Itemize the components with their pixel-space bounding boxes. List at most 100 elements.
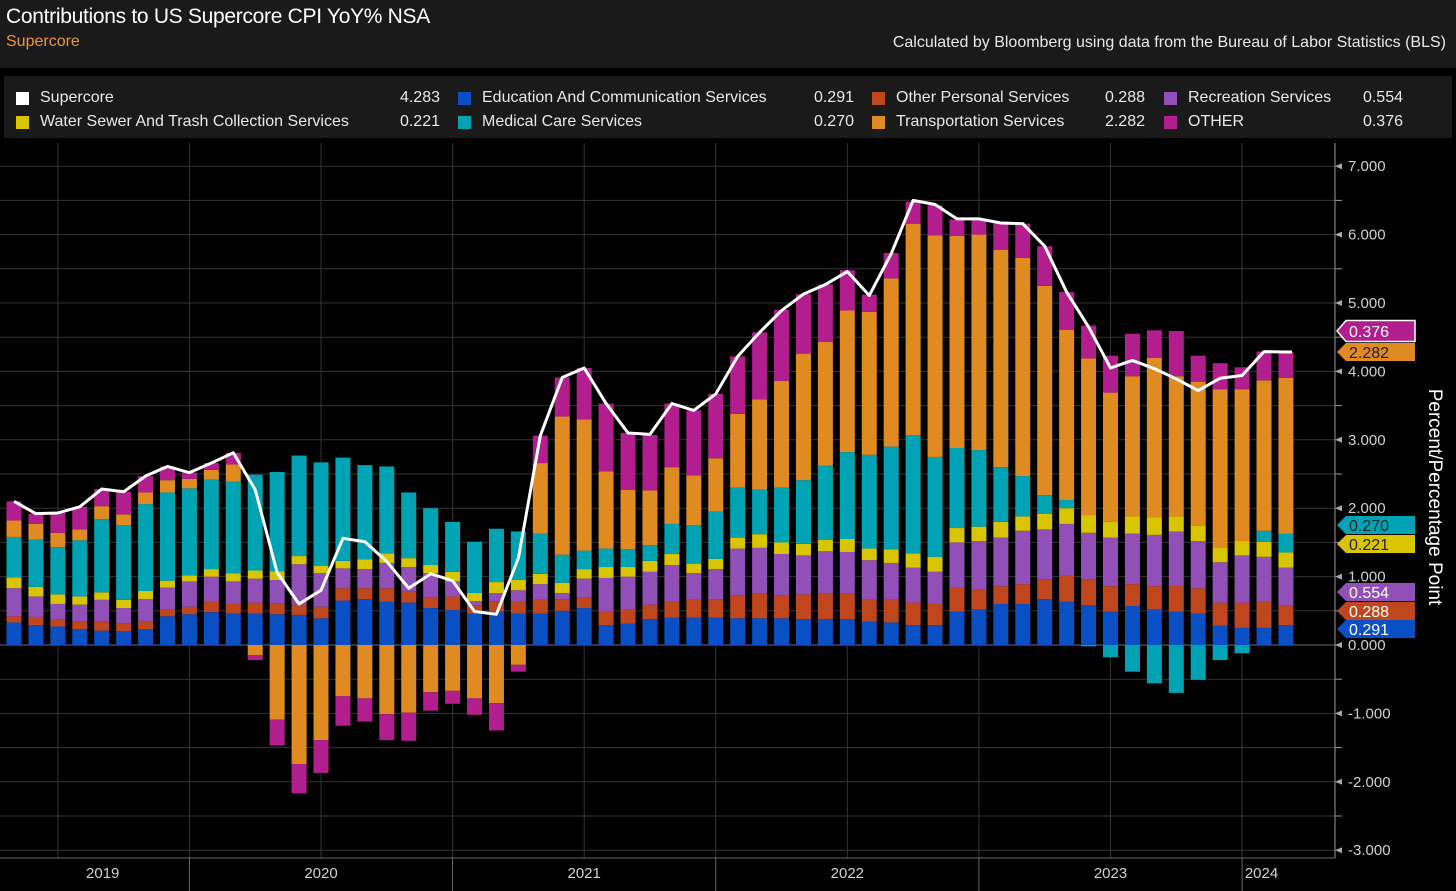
bar-segment-other [817,284,833,342]
y-tick-marker [1335,642,1342,648]
bar-segment-other [1059,292,1075,330]
bar-segment-education-and-communication-services [28,625,44,645]
bar-segment-other [116,491,132,515]
bar-segment-education-and-communication-services [72,629,88,645]
bar-segment-transportation-services [1103,392,1118,522]
bar-segment-water-sewer-and-trash-collection-services [1212,547,1228,563]
legend-label[interactable]: Medical Care Services [482,113,643,130]
bar-segment-other-personal-services [94,621,110,631]
tag-value: 0.554 [1349,585,1389,602]
bar-segment-other [1081,325,1097,359]
bar-segment-transportation-services [774,380,790,488]
bar-segment-water-sewer-and-trash-collection-services [708,558,724,570]
bar-segment-medical-care-services [1146,645,1162,684]
legend-value: 0.376 [1362,113,1403,130]
bar-segment-medical-care-services [313,462,329,566]
bar-segment-other-personal-services [445,596,461,611]
bar-segment-transportation-services [379,645,395,715]
bar-segment-transportation-services [291,645,307,765]
bar-segment-medical-care-services [993,467,1009,522]
bar-segment-recreation-services [1103,537,1118,587]
bar-segment-education-and-communication-services [1037,599,1053,645]
bar-segment-other [1168,331,1184,377]
legend-swatch [16,92,29,105]
bar-segment-water-sewer-and-trash-collection-services [313,565,329,574]
bar-segment-education-and-communication-services [488,611,504,645]
bar-segment-medical-care-services [116,525,132,600]
y-tick-marker [1335,368,1342,375]
bar-segment-medical-care-services [160,492,176,581]
bar-segment-other [247,655,263,661]
bar-segment-recreation-services [576,578,592,598]
bar-segment-recreation-services [532,584,548,600]
bar-segment-water-sewer-and-trash-collection-services [335,560,351,569]
bar-segment-other-personal-services [225,603,241,614]
bar-segment-medical-care-services [927,456,943,557]
legend-label[interactable]: Transportation Services [896,113,1065,130]
y-tick-label: 1.000 [1348,569,1386,586]
bar-segment-education-and-communication-services [423,608,439,645]
bar-segment-recreation-services [116,608,132,624]
legend-label[interactable]: Other Personal Services [896,89,1070,106]
bar-segment-recreation-services [883,562,899,600]
bar-segment-other-personal-services [116,623,132,632]
bar-segment-recreation-services [225,581,241,604]
bar-segment-other-personal-services [971,589,987,610]
bar-segment-transportation-services [927,235,943,457]
bar-segment-recreation-services [839,551,855,594]
legend-label[interactable]: Supercore [40,89,114,106]
legend-swatch [16,116,29,129]
bar-segment-water-sewer-and-trash-collection-services [817,539,833,552]
bar-segment-transportation-services [181,478,197,489]
bar-segment-education-and-communication-services [686,617,702,645]
bar-segment-water-sewer-and-trash-collection-services [1081,515,1097,533]
legend-value: 0.291 [813,89,854,106]
y-tick-label: -3.000 [1348,842,1391,859]
bar-segment-other [730,356,746,414]
bar-segment-medical-care-services [620,549,636,568]
bar-segment-water-sewer-and-trash-collection-services [620,567,636,577]
bar-segment-education-and-communication-services [379,601,395,645]
y-tick-label: -1.000 [1348,705,1391,722]
bar-segment-medical-care-services [708,511,724,559]
bar-segment-other [1190,355,1206,382]
bar-segment-water-sewer-and-trash-collection-services [445,571,461,582]
bar-segment-other [160,466,176,481]
bar-segment-other-personal-services [1168,585,1184,612]
bar-segment-recreation-services [72,604,88,622]
last-value-tag: 2.282 [1337,343,1415,362]
bar-segment-education-and-communication-services [664,617,680,645]
bar-segment-recreation-services [28,596,44,617]
bar-segment-other-personal-services [28,616,44,626]
legend-label[interactable]: Water Sewer And Trash Collection Service… [40,113,349,130]
bar-segment-recreation-services [335,568,351,589]
legend-label[interactable]: Education And Communication Services [482,89,767,106]
bar-segment-other [488,703,504,731]
bar-segment-transportation-services [247,645,263,656]
bar-segment-other-personal-services [269,603,285,615]
x-year-label: 2021 [567,865,600,882]
bar-segment-water-sewer-and-trash-collection-services [379,553,395,563]
bar-segment-other [1124,333,1140,377]
y-tick-label: 6.000 [1348,227,1386,244]
bar-segment-other-personal-services [532,599,548,614]
bar-segment-medical-care-services [883,446,899,550]
bar-segment-other [1256,351,1272,381]
bar-segment-education-and-communication-services [6,622,22,645]
y-tick-label: 7.000 [1348,158,1386,175]
legend-label[interactable]: OTHER [1188,113,1244,130]
bar-segment-other [467,698,483,715]
bar-segment-medical-care-services [401,492,417,559]
bar-segment-medical-care-services [467,541,483,594]
tag-background [1337,535,1415,553]
legend-label[interactable]: Recreation Services [1188,89,1332,106]
bar-segment-other-personal-services [379,588,395,602]
bar-segment-education-and-communication-services [730,618,746,645]
bar-segment-education-and-communication-services [642,619,658,645]
bar-segment-transportation-services [401,645,417,713]
bar-segment-other [949,219,965,236]
bar-segment-water-sewer-and-trash-collection-services [1059,508,1075,524]
bar-segment-medical-care-services [795,480,811,544]
bar-segment-transportation-services [1146,357,1162,518]
bar-segment-recreation-services [357,569,373,589]
